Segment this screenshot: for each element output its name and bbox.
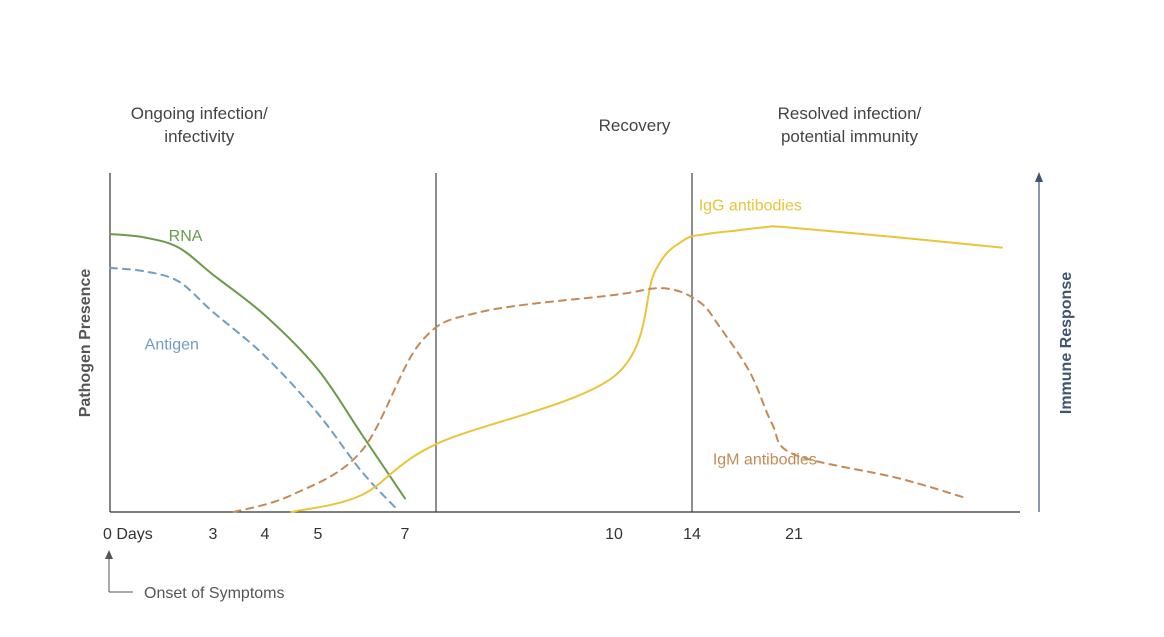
series-line-rna bbox=[109, 233, 406, 500]
x-tick-label-7: 7 bbox=[401, 526, 410, 543]
series-line-igm-antibodies bbox=[232, 287, 969, 513]
series-label-igm-antibodies: IgM antibodies bbox=[713, 452, 817, 469]
x-tick-label-3: 3 bbox=[209, 526, 218, 543]
series-label-antigen: Antigen bbox=[145, 336, 199, 353]
x-tick-label-0-days: 0 Days bbox=[103, 526, 153, 543]
phase-header-2-line-1: Recovery bbox=[599, 116, 671, 135]
phase-header-3-line-2: potential immunity bbox=[781, 127, 919, 146]
x-tick-label-4: 4 bbox=[261, 526, 270, 543]
series-label-igg-antibodies: IgG antibodies bbox=[699, 197, 802, 214]
x-tick-label-10: 10 bbox=[605, 526, 623, 543]
onset-annotation: Onset of Symptoms bbox=[105, 550, 285, 602]
phase-header-1-line-1: Ongoing infection/ bbox=[131, 104, 268, 123]
y-axis-label-right: Immune Response bbox=[1058, 272, 1075, 414]
x-tick-label-14: 14 bbox=[683, 526, 701, 543]
series-line-igg-antibodies bbox=[290, 225, 1003, 513]
onset-of-symptoms-label: Onset of Symptoms bbox=[144, 585, 285, 602]
y-axis-label-left: Pathogen Presence bbox=[77, 269, 94, 418]
phase-header-3-line-1: Resolved infection/ bbox=[778, 104, 922, 123]
phase-header-1-line-2: infectivity bbox=[164, 127, 234, 146]
immune-response-arrow bbox=[1035, 172, 1043, 512]
x-tick-label-5: 5 bbox=[314, 526, 323, 543]
series-label-rna: RNA bbox=[169, 228, 203, 245]
series-line-antigen bbox=[109, 266, 398, 510]
x-tick-label-21: 21 bbox=[785, 526, 803, 543]
